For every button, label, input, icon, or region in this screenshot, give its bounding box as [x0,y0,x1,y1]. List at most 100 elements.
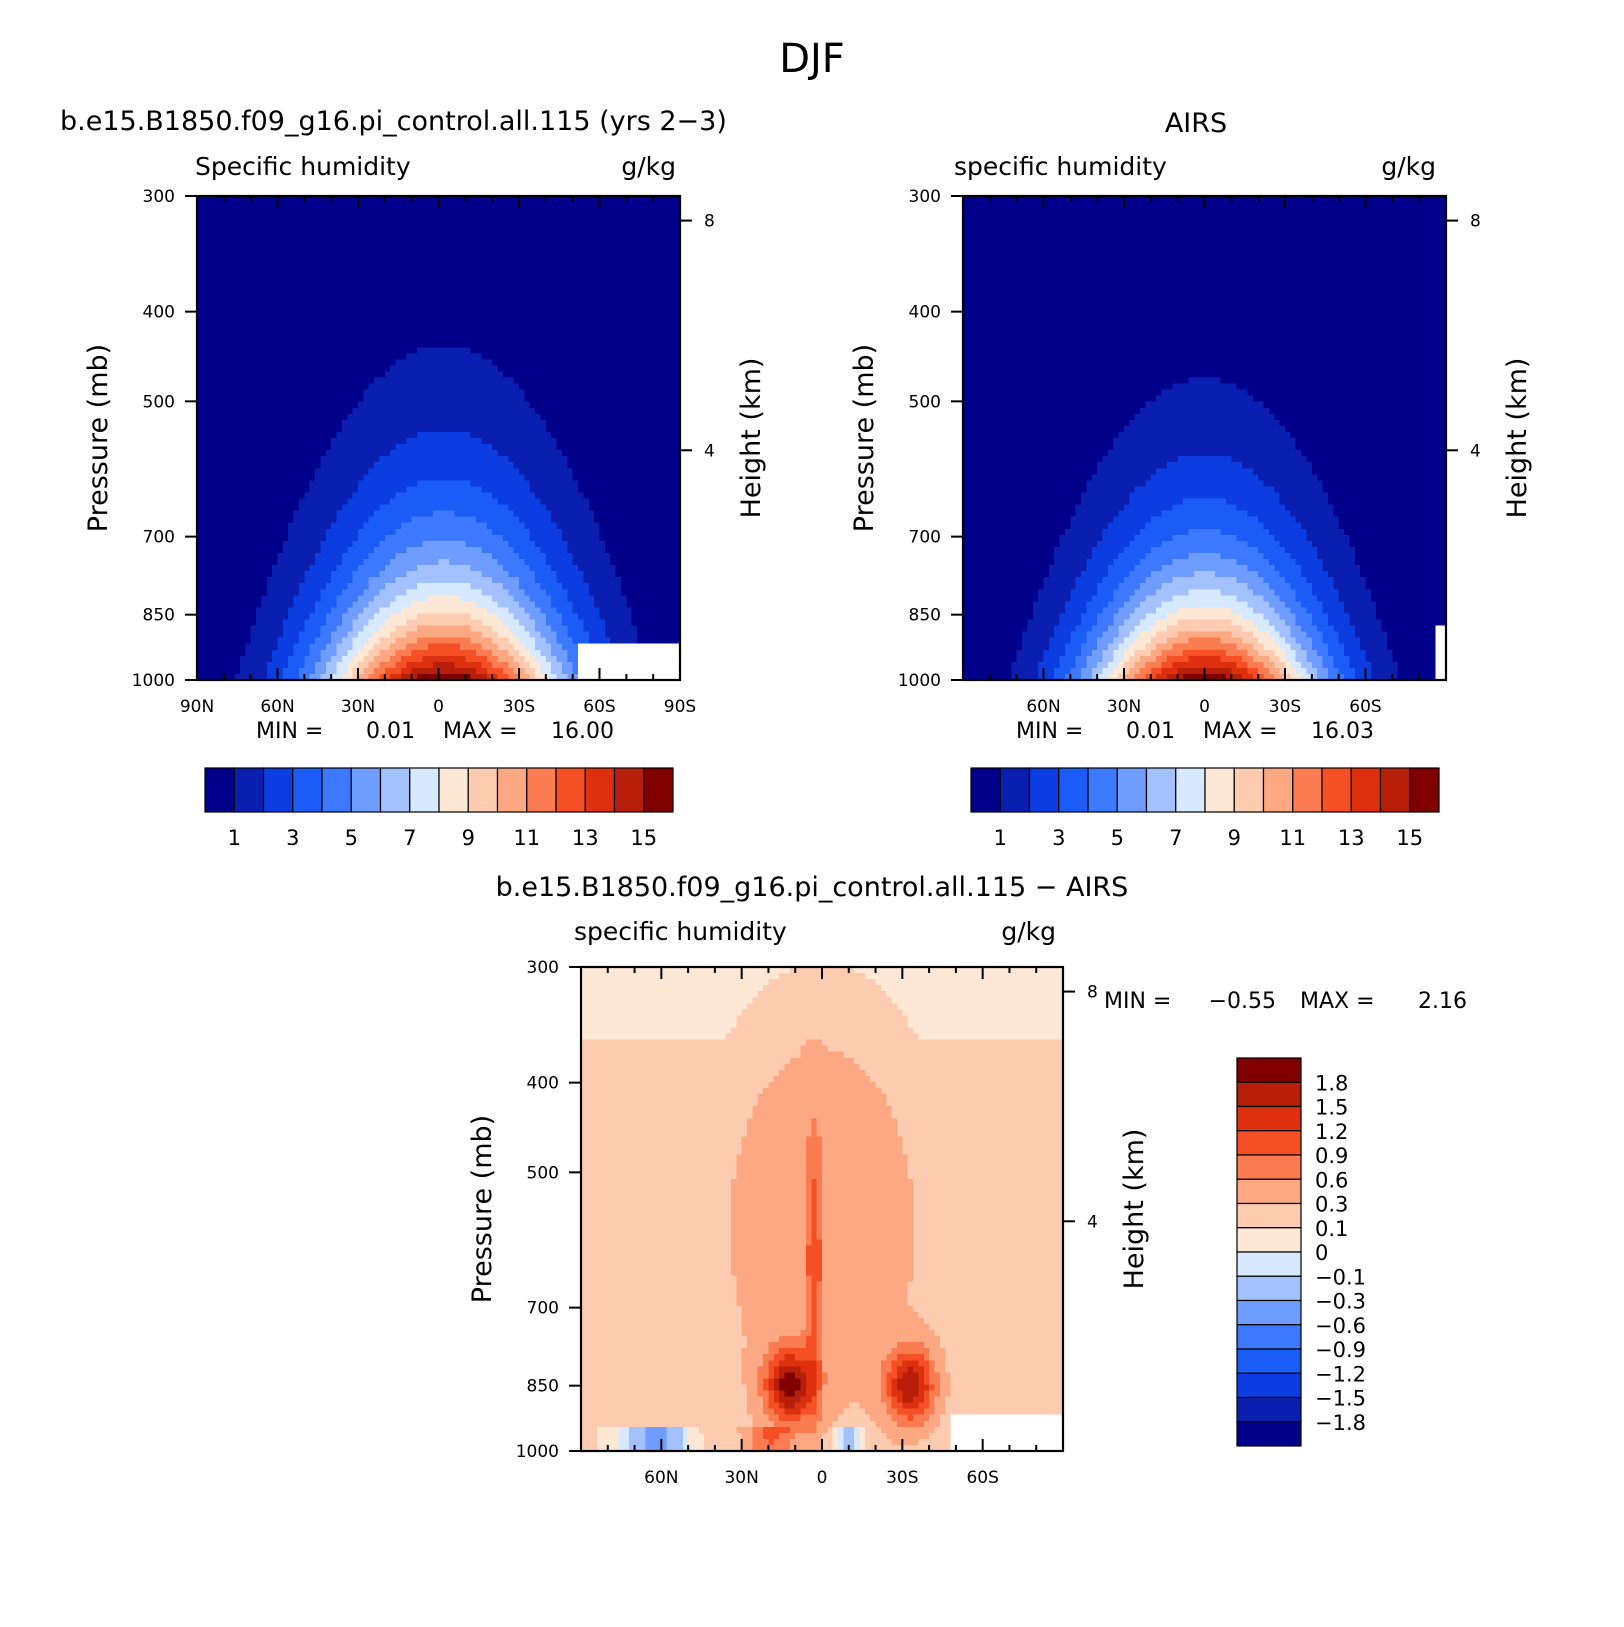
field-cell [213,432,219,439]
field-cell [476,408,482,415]
field-cell [240,299,246,306]
field-cell [573,426,579,433]
field-cell [310,299,316,306]
field-cell [278,486,284,493]
field-cell [342,505,348,512]
field-cell [433,517,439,524]
field-cell [229,244,235,251]
field-cell [320,281,326,288]
field-cell [433,420,439,427]
field-cell [245,486,251,493]
field-cell [202,329,208,336]
field-cell [503,299,509,306]
field-cell [283,275,289,282]
field-cell [439,257,445,264]
field-cell [294,371,300,378]
field-cell [422,329,428,336]
field-cell [444,365,450,372]
field-cell [583,396,589,403]
field-cell [637,250,643,257]
field-cell [358,444,364,451]
field-cell [600,329,606,336]
field-cell [535,511,541,518]
field-cell [353,517,359,524]
field-cell [240,511,246,518]
field-cell [594,317,600,324]
field-cell [535,317,541,324]
field-cell [610,329,616,336]
field-cell [503,505,509,512]
field-cell [583,365,589,372]
field-cell [573,450,579,457]
field-cell [578,202,584,209]
field-cell [444,232,450,239]
field-cell [664,263,670,270]
field-cell [621,329,627,336]
field-cell [294,474,300,481]
field-cell [283,299,289,306]
field-cell [583,499,589,506]
field-cell [562,359,568,366]
field-cell [573,408,579,415]
field-cell [540,238,546,245]
field-cell [449,263,455,270]
field-cell [664,426,670,433]
field-cell [310,505,316,512]
field-cell [444,250,450,257]
field-cell [535,492,541,499]
field-cell [600,244,606,251]
field-cell [240,353,246,360]
field-cell [310,517,316,524]
field-cell [310,269,316,276]
field-cell [583,420,589,427]
field-cell [218,232,224,239]
field-cell [261,523,267,530]
field-cell [610,244,616,251]
field-cell [648,281,654,288]
field-cell [224,311,230,318]
field-cell [369,208,375,215]
field-cell [664,299,670,306]
field-cell [519,486,525,493]
field-cell [342,426,348,433]
field-cell [653,359,659,366]
field-cell [326,214,332,221]
field-cell [433,456,439,463]
field-cell [218,402,224,409]
field-cell [653,438,659,445]
field-cell [315,335,321,342]
field-cell [524,347,530,354]
field-cell [213,244,219,251]
field-cell [385,341,391,348]
field-cell [530,486,536,493]
field-cell [557,474,563,481]
field-cell [229,396,235,403]
field-cell [374,287,380,294]
field-cell [481,341,487,348]
field-cell [428,347,434,354]
field-cell [455,384,461,391]
field-cell [664,444,670,451]
field-cell [449,462,455,469]
field-cell [433,250,439,257]
field-cell [557,468,563,475]
field-cell [315,263,321,270]
field-cell [208,456,214,463]
field-cell [417,329,423,336]
field-cell [251,263,257,270]
field-cell [272,232,278,239]
field-cell [261,420,267,427]
field-cell [653,257,659,264]
field-cell [637,275,643,282]
field-cell [471,323,477,330]
field-cell [455,414,461,421]
field-cell [605,384,611,391]
field-cell [235,529,241,536]
field-cell [283,214,289,221]
field-cell [551,275,557,282]
field-cell [642,341,648,348]
field-cell [583,214,589,221]
field-cell [342,275,348,282]
field-cell [235,505,241,512]
field-cell [492,396,498,403]
